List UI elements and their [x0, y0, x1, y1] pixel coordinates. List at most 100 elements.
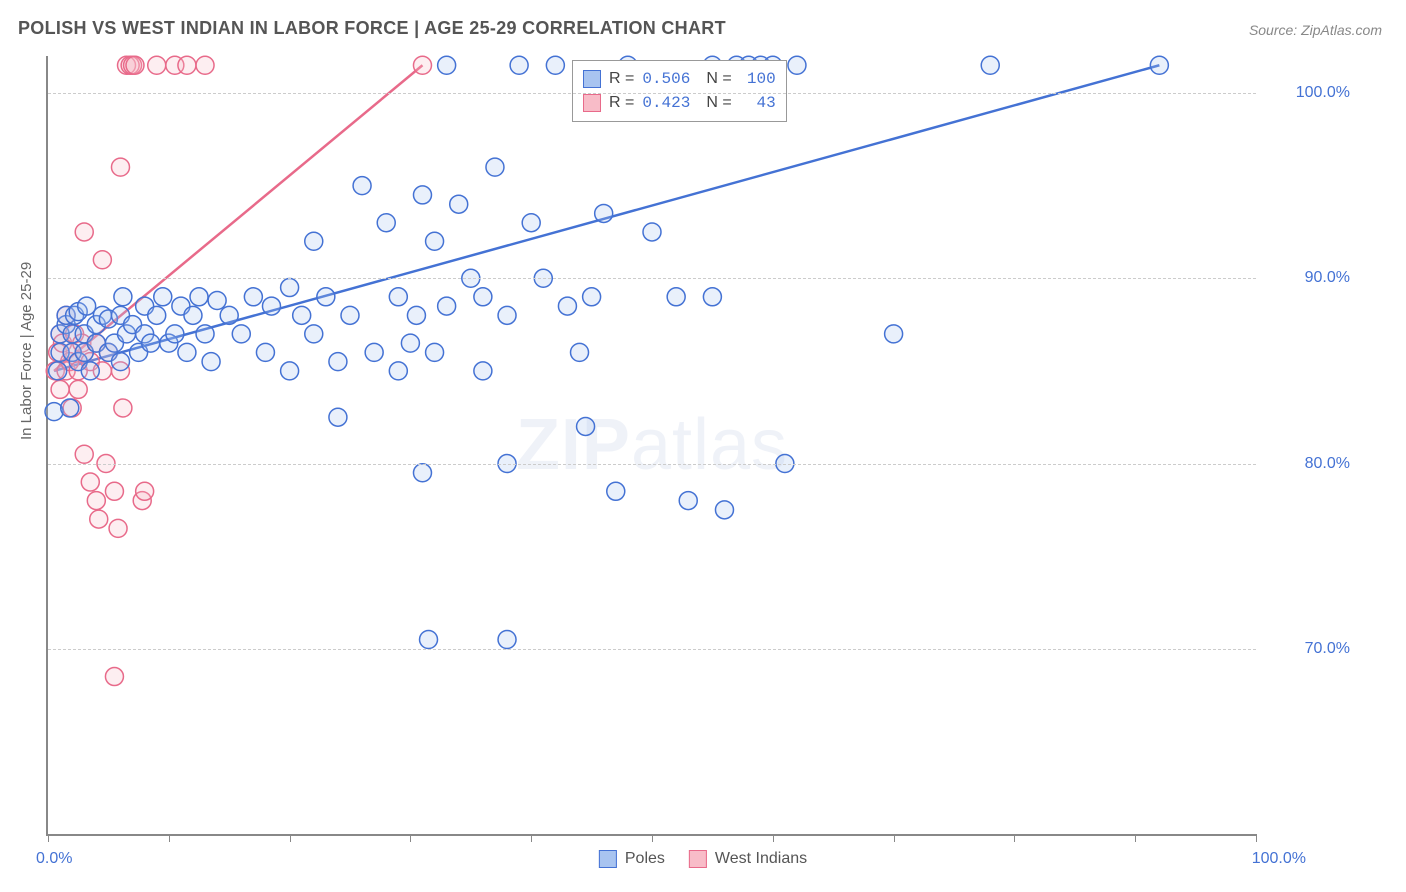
scatter-point — [407, 306, 425, 324]
scatter-point — [148, 56, 166, 74]
scatter-point — [256, 343, 274, 361]
x-tick — [894, 834, 895, 842]
scatter-point — [90, 510, 108, 528]
legend-n-label: N = — [706, 91, 731, 115]
scatter-point — [643, 223, 661, 241]
scatter-point — [389, 362, 407, 380]
chart-svg — [48, 56, 1256, 834]
scatter-point — [111, 158, 129, 176]
legend-bottom: Poles West Indians — [599, 850, 807, 868]
x-tick — [531, 834, 532, 842]
scatter-point — [885, 325, 903, 343]
scatter-point — [281, 362, 299, 380]
scatter-point — [184, 306, 202, 324]
scatter-point — [81, 473, 99, 491]
scatter-point — [166, 325, 184, 343]
scatter-point — [413, 56, 431, 74]
scatter-point — [389, 288, 407, 306]
x-tick — [1014, 834, 1015, 842]
scatter-point — [401, 334, 419, 352]
x-tick — [48, 834, 49, 842]
scatter-point — [365, 343, 383, 361]
legend-n-value: 43 — [740, 91, 776, 115]
scatter-point — [142, 334, 160, 352]
scatter-point — [81, 362, 99, 380]
scatter-point — [105, 668, 123, 686]
legend-stats-row: R =0.423N =43 — [583, 91, 776, 115]
scatter-point — [438, 297, 456, 315]
scatter-point — [196, 325, 214, 343]
gridline-h — [48, 464, 1256, 465]
scatter-point — [329, 353, 347, 371]
legend-series-name: West Indians — [715, 850, 807, 868]
legend-item: Poles — [599, 850, 665, 868]
scatter-point — [196, 56, 214, 74]
scatter-point — [262, 297, 280, 315]
legend-stats-box: R =0.506N =100R =0.423N =43 — [572, 60, 787, 122]
scatter-point — [438, 56, 456, 74]
scatter-point — [220, 306, 238, 324]
scatter-point — [607, 482, 625, 500]
x-tick — [1135, 834, 1136, 842]
scatter-point — [49, 362, 67, 380]
scatter-point — [981, 56, 999, 74]
scatter-point — [114, 399, 132, 417]
plot-area: ZIPatlas R =0.506N =100R =0.423N =43 — [46, 56, 1256, 836]
scatter-point — [426, 232, 444, 250]
scatter-point — [498, 306, 516, 324]
scatter-point — [305, 325, 323, 343]
scatter-point — [498, 631, 516, 649]
y-tick-label: 80.0% — [1305, 455, 1350, 473]
scatter-point — [788, 56, 806, 74]
legend-r-label: R = — [609, 91, 634, 115]
y-tick-label: 90.0% — [1305, 269, 1350, 287]
scatter-point — [45, 403, 63, 421]
scatter-point — [317, 288, 335, 306]
scatter-point — [178, 56, 196, 74]
x-tick — [1256, 834, 1257, 842]
chart-title: POLISH VS WEST INDIAN IN LABOR FORCE | A… — [18, 18, 726, 39]
scatter-point — [281, 279, 299, 297]
legend-r-label: R = — [609, 67, 634, 91]
scatter-point — [413, 186, 431, 204]
scatter-point — [583, 288, 601, 306]
x-tick-label-left: 0.0% — [36, 850, 72, 868]
scatter-point — [293, 306, 311, 324]
x-tick — [290, 834, 291, 842]
scatter-point — [75, 223, 93, 241]
legend-n-value: 100 — [740, 67, 776, 91]
scatter-point — [571, 343, 589, 361]
scatter-point — [1150, 56, 1168, 74]
scatter-point — [474, 362, 492, 380]
x-tick — [410, 834, 411, 842]
scatter-point — [341, 306, 359, 324]
scatter-point — [353, 177, 371, 195]
scatter-point — [595, 204, 613, 222]
legend-r-value: 0.506 — [642, 67, 690, 91]
x-tick — [773, 834, 774, 842]
x-tick — [169, 834, 170, 842]
legend-swatch — [689, 850, 707, 868]
legend-series-name: Poles — [625, 850, 665, 868]
scatter-point — [232, 325, 250, 343]
scatter-point — [558, 297, 576, 315]
legend-swatch — [599, 850, 617, 868]
scatter-point — [413, 464, 431, 482]
scatter-point — [577, 417, 595, 435]
scatter-point — [486, 158, 504, 176]
scatter-point — [329, 408, 347, 426]
scatter-point — [136, 482, 154, 500]
legend-stats-row: R =0.506N =100 — [583, 67, 776, 91]
gridline-h — [48, 278, 1256, 279]
scatter-point — [111, 353, 129, 371]
scatter-point — [190, 288, 208, 306]
scatter-point — [51, 380, 69, 398]
scatter-point — [154, 288, 172, 306]
scatter-point — [522, 214, 540, 232]
scatter-point — [679, 492, 697, 510]
scatter-point — [510, 56, 528, 74]
scatter-point — [244, 288, 262, 306]
scatter-point — [87, 492, 105, 510]
scatter-point — [178, 343, 196, 361]
scatter-point — [208, 292, 226, 310]
